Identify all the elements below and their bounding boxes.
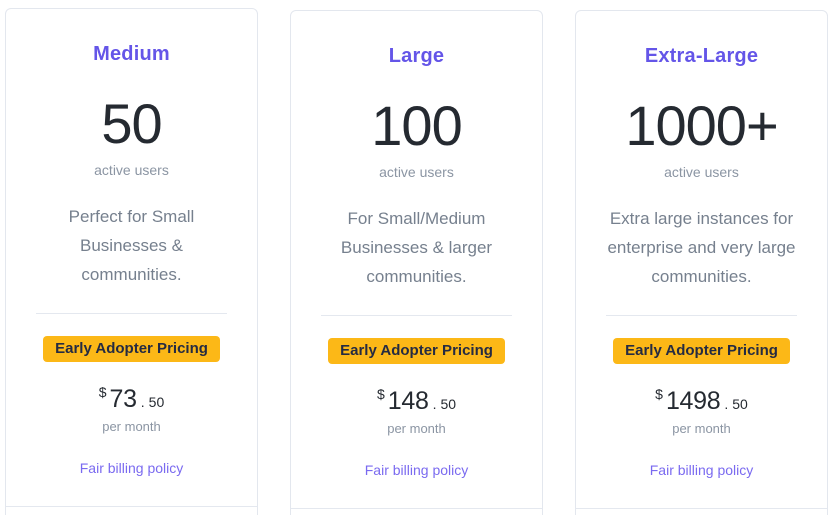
user-count-label: active users [379,164,454,180]
currency-symbol: $ [376,386,385,402]
fair-billing-policy-link[interactable]: Fair billing policy [649,462,754,478]
early-adopter-badge: Early Adopter Pricing [328,338,505,364]
currency-symbol: $ [98,384,107,400]
price-separator: . [724,396,729,412]
early-adopter-badge: Early Adopter Pricing [613,338,790,364]
plan-description: Perfect for Small Businesses & communiti… [68,207,195,284]
divider [606,315,797,316]
price-cents: 50 [440,396,457,412]
pricing-card-medium: Medium 50 active users Perfect for Small… [5,8,258,515]
card-bottom-divider [576,508,827,509]
user-count: 100 [371,94,462,157]
price-cents: 50 [148,394,165,410]
user-count: 1000+ [625,94,778,157]
price: $148. 50 [291,386,542,416]
fair-billing-policy-link[interactable]: Fair billing policy [79,460,184,476]
user-count-label: active users [664,164,739,180]
early-adopter-badge: Early Adopter Pricing [43,336,220,362]
plan-title: Medium [93,43,170,65]
price-whole: 1498 [665,387,721,415]
user-count-label: active users [94,162,169,178]
pricing-card-large: Large 100 active users For Small/Medium … [290,10,543,515]
price: $1498. 50 [576,386,827,416]
price-separator: . [432,396,437,412]
card-bottom-divider [6,506,257,507]
billing-period: per month [387,421,446,436]
price-whole: 73 [109,385,138,413]
currency-symbol: $ [655,386,663,402]
price: $73. 50 [6,384,257,414]
plan-description: Extra large instances for enterprise and… [607,209,796,286]
divider [321,315,512,316]
price-whole: 148 [387,387,429,415]
divider [36,313,227,314]
price-separator: . [140,394,145,410]
billing-period: per month [672,421,731,436]
price-cents: 50 [732,396,748,412]
pricing-card-extra-large: Extra-Large 1000+ active users Extra lar… [575,10,828,515]
plan-description: For Small/Medium Businesses & larger com… [340,209,493,286]
plan-title: Large [388,45,445,67]
plan-title: Extra-Large [644,45,759,67]
user-count: 50 [101,92,162,155]
billing-period: per month [102,419,161,434]
card-bottom-divider [291,508,542,509]
fair-billing-policy-link[interactable]: Fair billing policy [364,462,469,478]
